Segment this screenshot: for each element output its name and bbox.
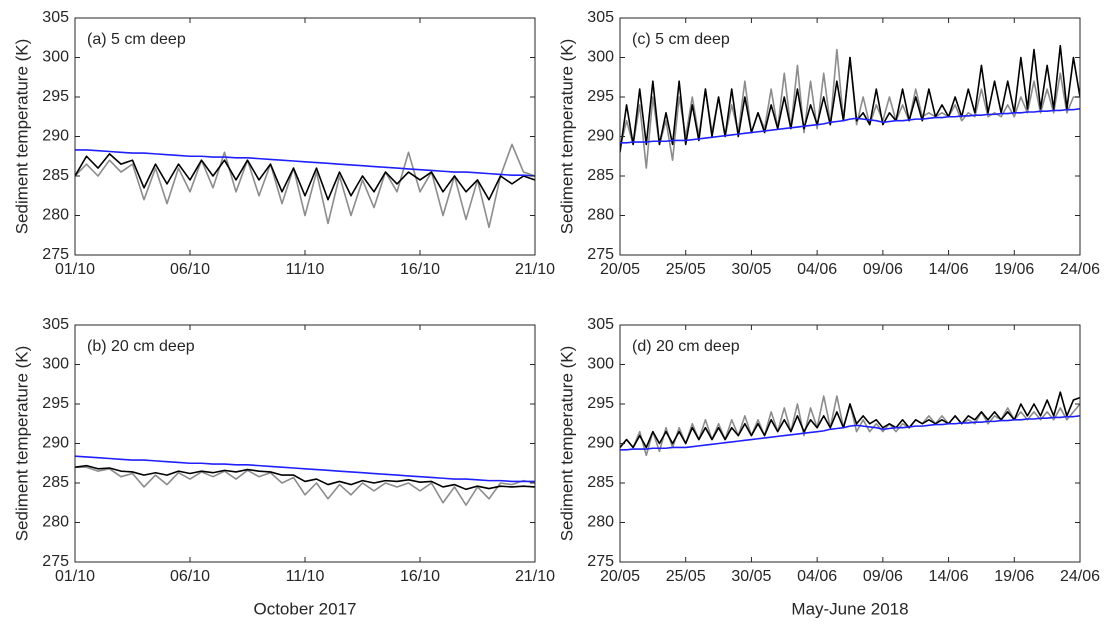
series-line xyxy=(620,44,1080,153)
y-axis-label: Sediment temperature (K) xyxy=(12,39,31,235)
x-tick-label: 30/05 xyxy=(731,568,771,585)
y-axis-label: Sediment temperature (K) xyxy=(557,39,576,235)
panel-annotation: (b) 20 cm deep xyxy=(87,338,195,355)
x-tick-label: 25/05 xyxy=(666,568,706,585)
y-tick-label: 300 xyxy=(587,356,614,373)
x-axis-label: October 2017 xyxy=(253,599,356,618)
plot-area xyxy=(75,143,535,229)
y-tick-label: 280 xyxy=(42,514,69,531)
plot-area xyxy=(75,455,535,506)
y-tick-label: 285 xyxy=(42,167,69,184)
y-tick-label: 295 xyxy=(42,395,69,412)
y-tick-label: 280 xyxy=(587,514,614,531)
y-tick-label: 295 xyxy=(587,88,614,105)
x-tick-label: 14/06 xyxy=(929,568,969,585)
y-tick-label: 285 xyxy=(587,167,614,184)
y-tick-label: 305 xyxy=(587,9,614,26)
x-tick-label: 11/10 xyxy=(286,261,325,278)
x-tick-label: 01/10 xyxy=(55,261,95,278)
x-tick-label: 06/10 xyxy=(170,261,210,278)
y-tick-label: 305 xyxy=(587,316,614,333)
series-line xyxy=(75,455,535,483)
y-tick-label: 295 xyxy=(587,395,614,412)
x-tick-label: 24/06 xyxy=(1060,568,1100,585)
y-tick-label: 290 xyxy=(587,128,614,145)
x-tick-label: 04/06 xyxy=(797,568,837,585)
x-tick-label: 01/10 xyxy=(55,568,95,585)
panel: 275 280 285 290 295 300 305 20/05 25/05 30/05 04/0… xyxy=(557,9,1100,278)
series-line xyxy=(75,153,535,201)
x-axis-label: May-June 2018 xyxy=(791,599,908,618)
y-tick-label: 285 xyxy=(42,474,69,491)
x-tick-label: 14/06 xyxy=(929,261,969,278)
panel-annotation: (a) 5 cm deep xyxy=(87,31,186,48)
axes-frame xyxy=(619,17,1081,256)
series-line xyxy=(620,415,1080,451)
x-tick-label: 16/10 xyxy=(400,568,440,585)
x-tick-label: 09/06 xyxy=(863,568,903,585)
y-tick-label: 275 xyxy=(42,246,69,263)
panel: 275 280 285 290 295 300 305 01/10 06/10 11/10 16/1… xyxy=(12,316,555,618)
y-axis-label: Sediment temperature (K) xyxy=(557,346,576,542)
panel-annotation: (c) 5 cm deep xyxy=(632,31,730,48)
x-tick-label: 24/06 xyxy=(1060,261,1100,278)
series-line xyxy=(75,143,535,229)
y-tick-label: 275 xyxy=(587,246,614,263)
x-tick-label: 19/06 xyxy=(994,568,1034,585)
plot-area xyxy=(620,391,1080,457)
y-tick-label: 295 xyxy=(42,88,69,105)
series-line xyxy=(75,149,535,177)
x-tick-label: 30/05 xyxy=(731,261,771,278)
y-tick-label: 285 xyxy=(587,474,614,491)
y-tick-label: 290 xyxy=(587,435,614,452)
series-line xyxy=(620,48,1080,169)
x-tick-label: 09/06 xyxy=(863,261,903,278)
x-tick-label: 16/10 xyxy=(400,261,440,278)
y-tick-label: 305 xyxy=(42,9,69,26)
x-tick-label: 20/05 xyxy=(600,261,640,278)
panel: 275 280 285 290 295 300 305 20/05 25/05 30/05 04/0… xyxy=(557,316,1100,618)
y-tick-label: 300 xyxy=(42,49,69,66)
x-tick-label: 04/06 xyxy=(797,261,837,278)
series-line xyxy=(75,464,535,491)
x-tick-label: 21/10 xyxy=(515,568,555,585)
axes-frame xyxy=(619,324,1081,563)
y-tick-label: 275 xyxy=(42,553,69,570)
y-tick-label: 290 xyxy=(42,128,69,145)
plot-area xyxy=(620,44,1080,169)
x-tick-label: 20/05 xyxy=(600,568,640,585)
series-line xyxy=(620,391,1080,449)
axes-frame xyxy=(74,324,536,563)
x-tick-label: 11/10 xyxy=(286,568,325,585)
y-tick-label: 290 xyxy=(42,435,69,452)
y-tick-label: 280 xyxy=(587,207,614,224)
y-tick-label: 300 xyxy=(42,356,69,373)
series-line xyxy=(75,466,535,506)
x-tick-label: 06/10 xyxy=(170,568,210,585)
y-tick-label: 275 xyxy=(587,553,614,570)
y-tick-label: 280 xyxy=(42,207,69,224)
x-tick-label: 19/06 xyxy=(994,261,1034,278)
x-tick-label: 21/10 xyxy=(515,261,555,278)
y-tick-label: 300 xyxy=(587,49,614,66)
panel-annotation: (d) 20 cm deep xyxy=(632,338,740,355)
y-axis-label: Sediment temperature (K) xyxy=(12,346,31,542)
series-line xyxy=(620,108,1080,144)
panel: 275 280 285 290 295 300 305 01/10 06/10 11/10 16/1… xyxy=(12,9,555,278)
y-tick-label: 305 xyxy=(42,316,69,333)
x-tick-label: 25/05 xyxy=(666,261,706,278)
